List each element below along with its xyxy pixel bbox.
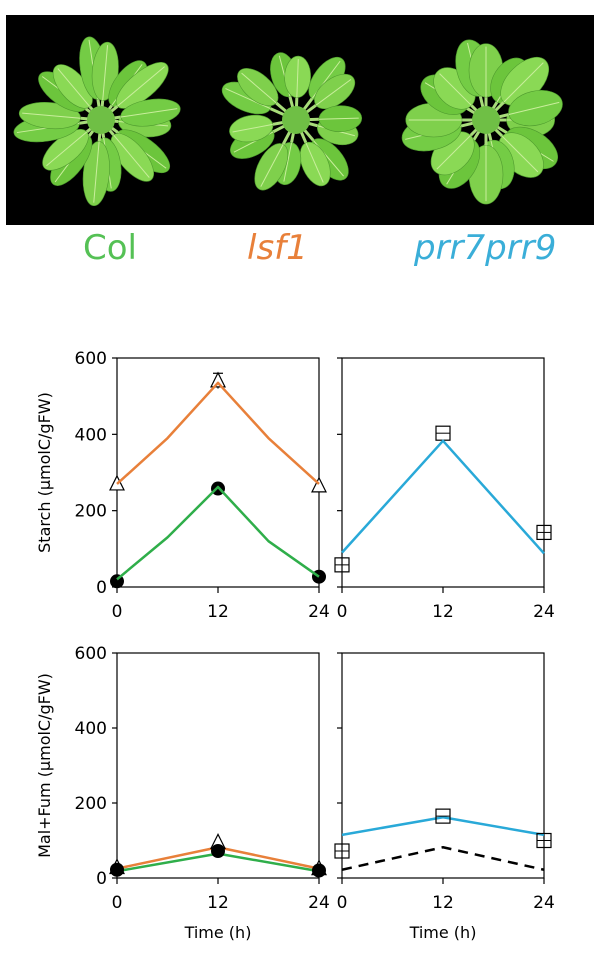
x-tick-label: 24 [308, 602, 330, 622]
col-rosette-icon [13, 36, 181, 207]
genotype-label-prr7prr9: prr7prr9 [414, 228, 557, 268]
x-tick-label: 12 [207, 602, 229, 622]
y-tick-label: 400 [75, 425, 107, 445]
y-tick-label: 0 [96, 578, 107, 598]
rosette-center-icon [472, 106, 500, 134]
lsf1-data-point [210, 371, 226, 388]
rosette-center-icon [87, 106, 115, 134]
lsf1-rosette-icon [221, 52, 363, 191]
y-tick-label: 400 [75, 719, 107, 739]
y-tick-label: 200 [75, 502, 107, 522]
malfum-left-panel: 0 200 400 600 0 12 24 Mal+Fum (µmolC/gFW) Time (… [35, 644, 330, 942]
lsf1-data-point [311, 476, 327, 493]
y-tick-label: 600 [75, 644, 107, 664]
starch-left-panel: 0 200 400 600 0 12 24 Starch (µmolC/gFW) [35, 349, 330, 622]
lsf1-model-line [116, 381, 320, 485]
genotype-label-lsf1: lsf1 [247, 228, 308, 268]
col-data-point [110, 862, 124, 877]
col-data-point [211, 844, 225, 858]
model_dashed-model-line [341, 846, 545, 871]
plot-frame [341, 652, 545, 879]
x-tick-label: 24 [533, 893, 555, 913]
genotype-label-col: Col [83, 228, 137, 268]
y-tick-label: 200 [75, 794, 107, 814]
x-tick-label: 24 [533, 602, 555, 622]
x-tick-label: 12 [207, 893, 229, 913]
x-tick-label: 24 [308, 893, 330, 913]
y-axis-label: Starch (µmolC/gFW) [35, 392, 54, 553]
rosette-center-icon [282, 106, 310, 134]
x-axis-label: Time (h) [184, 923, 252, 942]
prr7prr9-rosette-icon [401, 39, 563, 205]
x-tick-label: 0 [337, 893, 348, 913]
y-tick-label: 600 [75, 349, 107, 369]
x-tick-label: 12 [432, 602, 454, 622]
starch-right-panel: 0 12 24 [334, 357, 555, 622]
plot-frame [341, 357, 545, 588]
y-tick-label: 0 [96, 869, 107, 889]
x-tick-label: 0 [112, 893, 123, 913]
x-axis-label: Time (h) [409, 923, 477, 942]
x-tick-label: 0 [112, 602, 123, 622]
x-tick-label: 12 [432, 893, 454, 913]
malfum-right-panel: 0 12 24 Time (h) [334, 652, 555, 942]
rosettes-photo [6, 15, 594, 225]
col-model-line [116, 485, 320, 581]
y-axis-label: Mal+Fum (µmolC/gFW) [35, 673, 54, 858]
prr7prr9-model-line [341, 439, 545, 555]
leaf-icon [485, 90, 563, 127]
x-tick-label: 0 [337, 602, 348, 622]
prr7prr9-model-line [341, 816, 545, 837]
col-data-point [312, 863, 326, 878]
